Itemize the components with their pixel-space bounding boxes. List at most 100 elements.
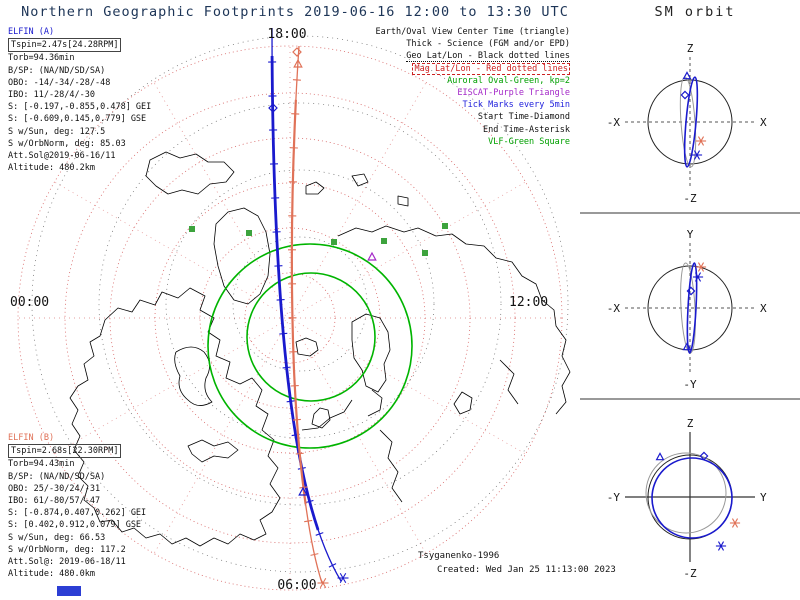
science-segment	[290, 45, 324, 584]
sm-panel: Z -Z -Y Y	[607, 417, 767, 580]
info-line: S: [-0.609,0.145,0.779] GSE	[8, 114, 147, 125]
info-line: OBO: -14/-34/-28/-48	[8, 77, 111, 88]
end-asterisk-marker	[697, 136, 705, 146]
sm-orbit-title: SM orbit	[654, 4, 736, 20]
clock-labels: 18:00 00:00 12:00 06:00	[10, 27, 548, 593]
model-label: Tsyganenko-1996	[418, 551, 500, 561]
info-line: Altitude: 480.2km	[8, 163, 95, 174]
elfin-b-info-block: ELFIN (B) Tspin=2.68s[22.30RPM] Torb=94.43…	[8, 432, 146, 580]
legend-line: Start Time-Diamond	[477, 112, 570, 123]
geographic-grid	[31, 35, 569, 573]
info-line: Torb=94.36min	[8, 53, 75, 64]
sm-panel: Z -Z -X X	[607, 42, 767, 205]
start-diamond-marker	[680, 90, 690, 100]
triangle-marker	[293, 58, 303, 68]
science-segment	[270, 27, 343, 582]
spacecraft-label: ELFIN (A)	[8, 27, 55, 37]
triangle-marker	[682, 71, 692, 80]
clock-label: 00:00	[10, 295, 49, 310]
axis-label: -Y	[683, 378, 697, 391]
axis-label: Z	[687, 417, 694, 430]
info-line: S w/OrbNorm, deg: 117.2	[8, 544, 126, 555]
page-title: Northern Geographic Footprints 2019-06-1…	[21, 4, 569, 20]
start-diamond-marker	[292, 47, 302, 57]
triangle-marker	[367, 251, 377, 261]
triangle-marker	[655, 452, 665, 461]
info-line: Torb=94.43min	[8, 459, 75, 470]
legend-line: Mag Lat/Lon - Red dotted lines	[412, 62, 570, 75]
end-asterisk-marker	[693, 150, 701, 160]
info-line: Att.Sol@2019-06-16/11	[8, 151, 116, 162]
legend-line: Tick Marks every 5min	[462, 100, 570, 111]
legend-line: End Time-Asterisk	[483, 124, 570, 135]
legend-line: EISCAT-Purple Triangle	[457, 88, 570, 99]
axis-label: -Z	[683, 192, 697, 205]
axis-label: Z	[687, 42, 694, 55]
info-line: Tspin=2.47s[24.28RPM]	[8, 38, 151, 53]
vlf-square-marker	[381, 238, 387, 244]
footprint-tracks	[268, 27, 343, 584]
blue-swatch	[57, 586, 81, 596]
end-asterisk-marker	[339, 572, 347, 584]
legend-line: Geo Lat/Lon - Black dotted lines	[406, 51, 570, 63]
map-legend: Earth/Oval View Center Time (triangle) Th…	[376, 26, 570, 148]
vlf-square-marker	[246, 230, 252, 236]
orbit-trace	[683, 76, 699, 168]
vlf-square-marker	[189, 226, 195, 232]
orbit-trace	[645, 452, 727, 534]
info-line: OBO: 25/-30/24/-31	[8, 483, 101, 494]
legend-line: VLF-Green Square	[488, 136, 570, 147]
axis-label: Y	[760, 491, 767, 504]
sm-panel: Y -Y -X X	[607, 228, 767, 391]
axis-label: -X	[607, 302, 621, 315]
clock-label: 12:00	[509, 295, 548, 310]
info-line: S w/Sun, deg: 127.5	[8, 126, 106, 137]
info-line: IBO: 11/-28/4/-30	[8, 90, 95, 101]
end-asterisk-marker	[319, 577, 327, 589]
start-diamond-marker	[268, 103, 278, 113]
triangle-marker	[298, 486, 308, 496]
axis-label: X	[760, 116, 767, 129]
orbit-trace	[651, 457, 733, 539]
created-timestamp: Created: Wed Jan 25 11:13:00 2023	[437, 565, 616, 575]
end-asterisk-marker	[697, 262, 705, 272]
axis-label: -X	[607, 116, 621, 129]
info-line: B/SP: (NA/ND/SD/SA)	[8, 471, 106, 482]
start-diamond-marker	[686, 286, 696, 296]
info-line: Altitude: 480.0km	[8, 569, 95, 580]
info-line: Tspin=2.68s[22.30RPM]	[8, 444, 146, 459]
map-markers	[189, 47, 448, 589]
end-asterisk-marker	[731, 518, 739, 528]
axis-label: Y	[687, 228, 694, 241]
magnetic-grid	[17, 45, 563, 591]
vlf-square-marker	[422, 250, 428, 256]
orbit-trace	[686, 262, 698, 354]
axis-label: -Y	[607, 491, 621, 504]
clock-label: 06:00	[277, 578, 316, 593]
spacecraft-label: ELFIN (B)	[8, 433, 55, 443]
info-line: S: [-0.874,0.407,0.262] GEI	[8, 508, 147, 519]
vlf-square-marker	[331, 239, 337, 245]
info-line: S w/OrbNorm, deg: 85.03	[8, 138, 126, 149]
info-line: S: [-0.197,-0.855,0.478] GEI	[8, 102, 152, 113]
legend-line: Earth/Oval View Center Time (triangle)	[375, 27, 570, 37]
info-line: B/SP: (NA/ND/SD/SA)	[8, 65, 106, 76]
info-line: Att.Sol@: 2019-06-18/11	[8, 557, 126, 568]
triangle-marker	[682, 342, 692, 351]
legend-line: Auroral Oval-Green, kp=2	[447, 75, 570, 86]
elfin-a-info-block: ELFIN (A) Tspin=2.47s[24.28RPM] Torb=94.36…	[8, 26, 151, 174]
axis-label: -Z	[683, 567, 697, 580]
end-asterisk-marker	[717, 541, 725, 551]
clock-label: 18:00	[267, 27, 306, 42]
axis-label: X	[760, 302, 767, 315]
sm-orbit-panels	[580, 212, 800, 400]
auroral-oval	[207, 243, 413, 449]
info-line: S: [0.402,0.912,0.079] GSE	[8, 520, 142, 531]
end-asterisk-marker	[694, 272, 702, 282]
start-diamond-marker	[699, 451, 709, 461]
vlf-square-marker	[442, 223, 448, 229]
info-line: IBO: 61/-80/57/-47	[8, 496, 101, 507]
legend-line: Thick - Science (FGM and/or EPD)	[406, 39, 570, 50]
